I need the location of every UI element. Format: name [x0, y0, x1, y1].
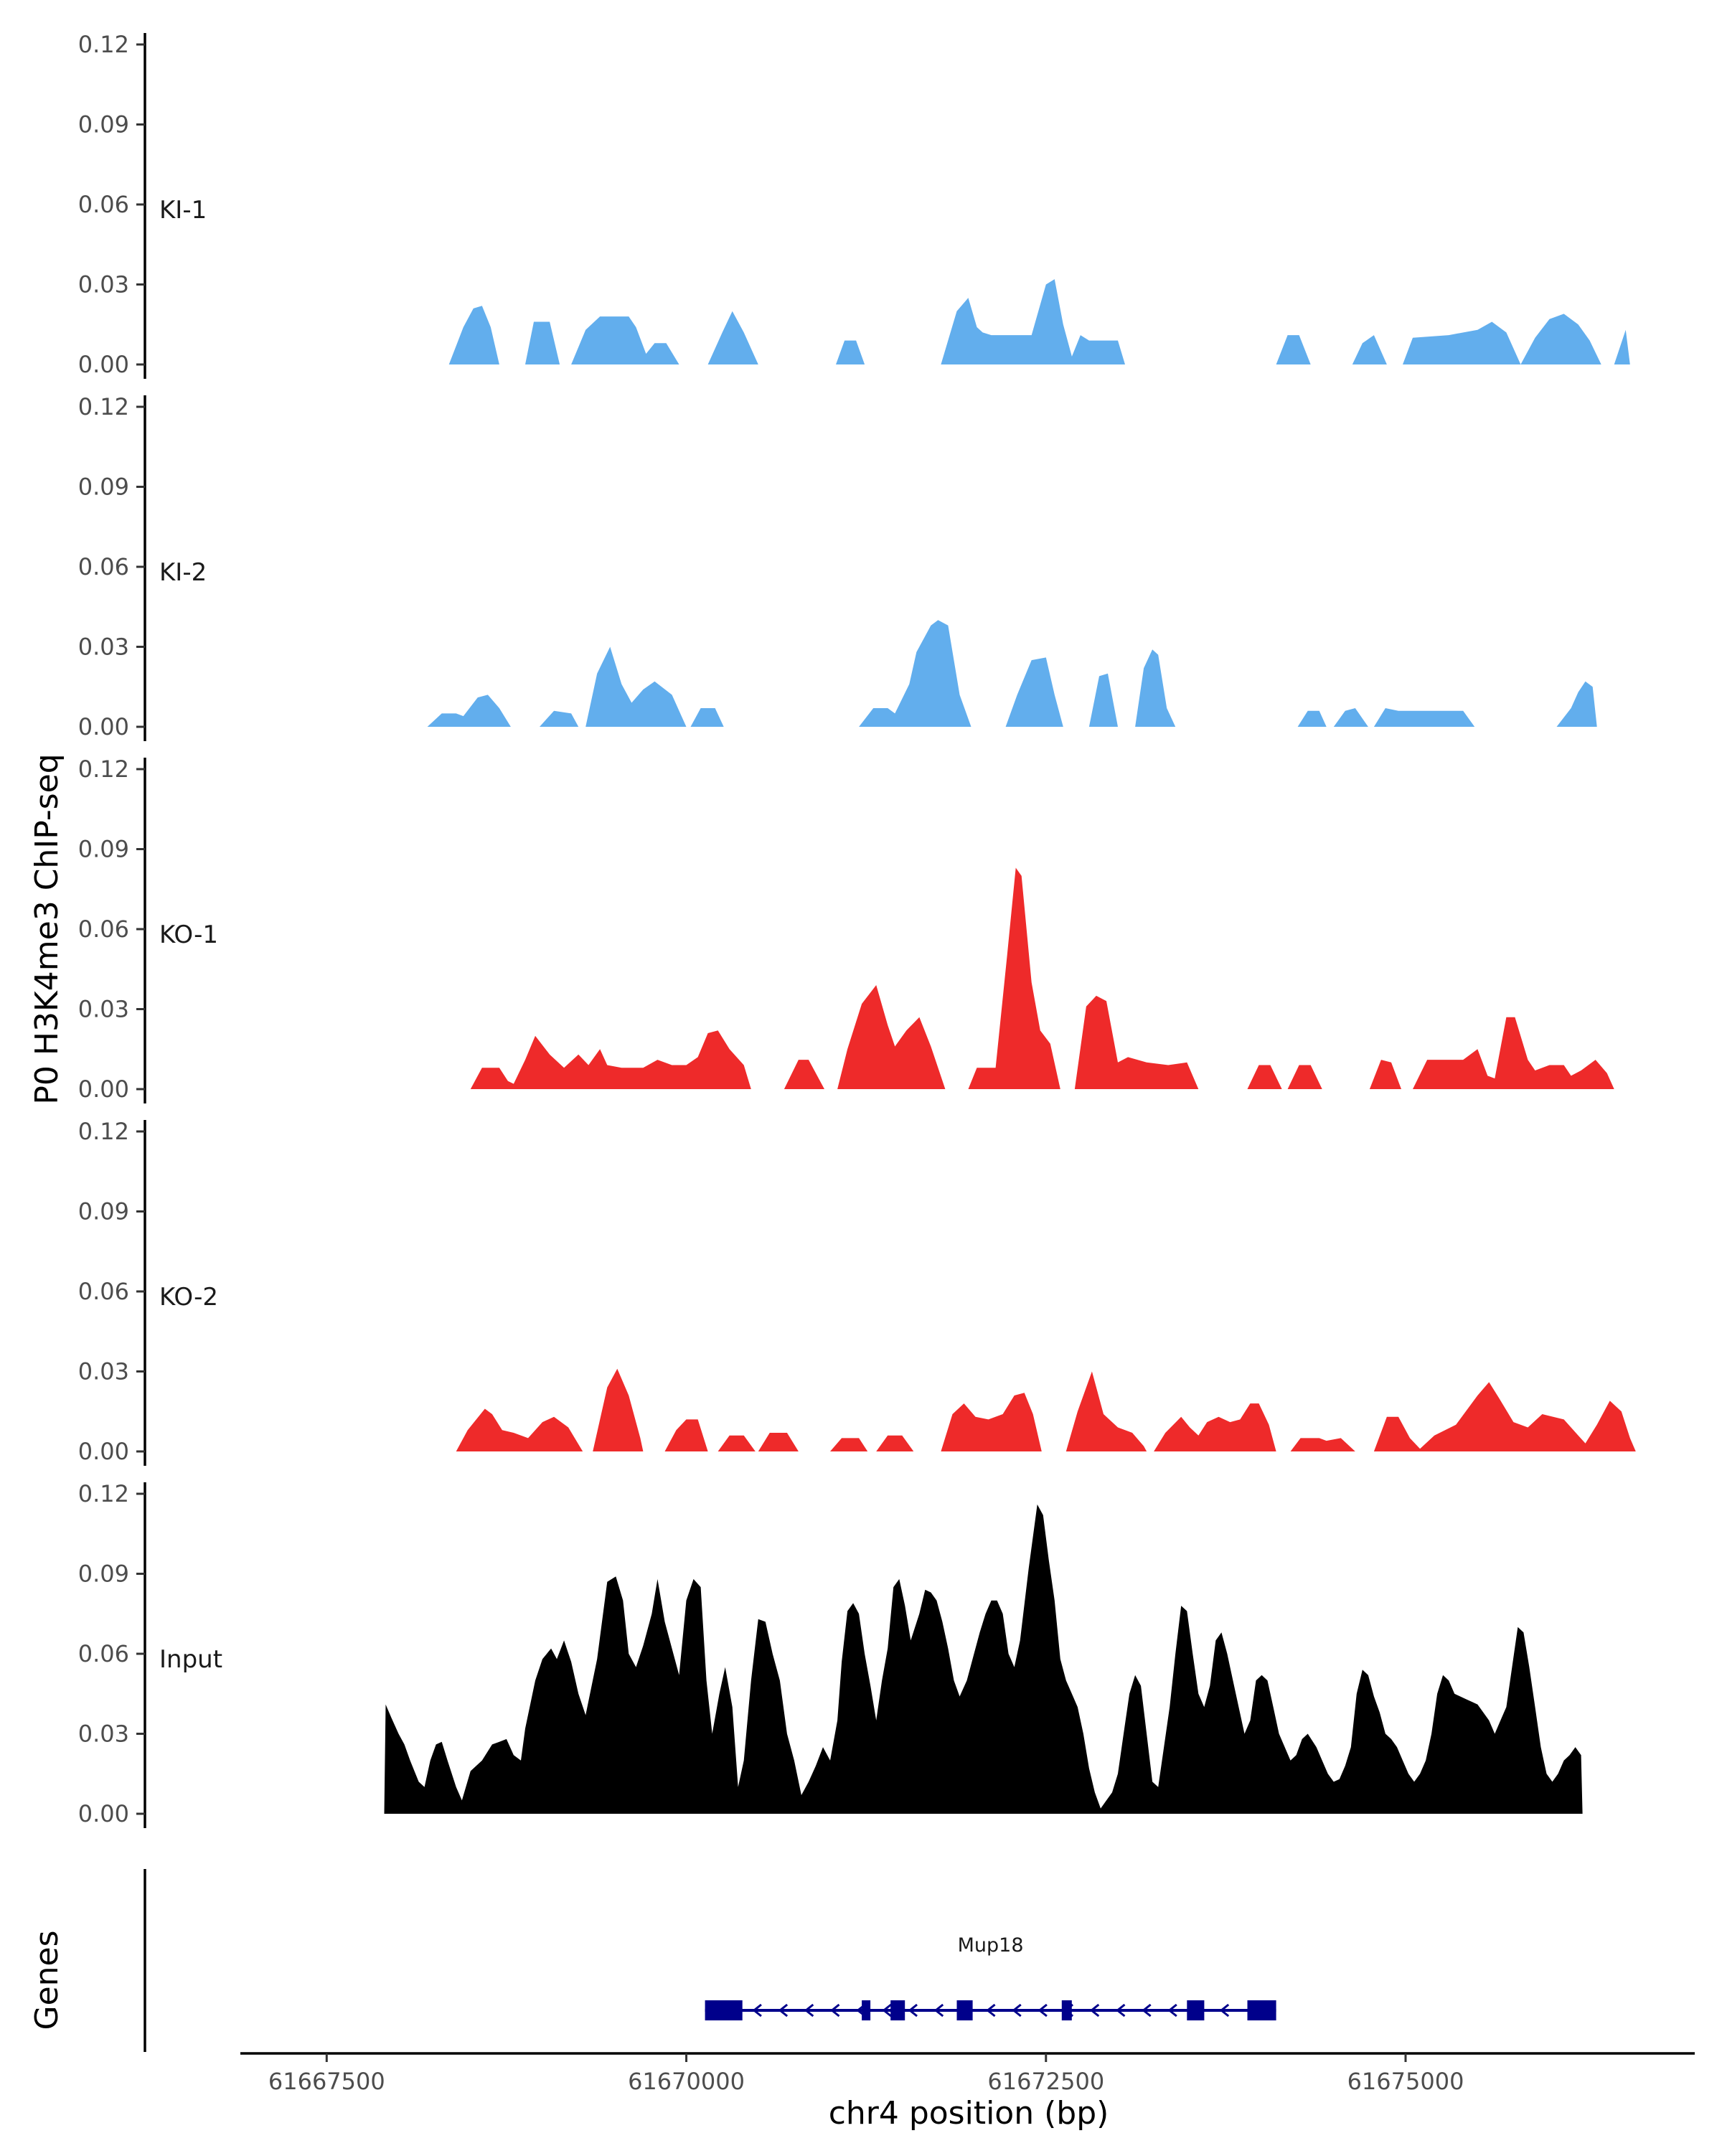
- genes-layer: Mup18: [144, 1869, 1276, 2052]
- strand-arrow: [1038, 2003, 1048, 2018]
- x-tick-label: 61675000: [1347, 2068, 1464, 2095]
- track-ko-2: 0.00 0.03 0.06 0.09 0.12 KO-2: [78, 1118, 1636, 1466]
- strand-arrow: [986, 2003, 996, 2018]
- track-ko-1: 0.00 0.03 0.06 0.09 0.12 KO-1: [78, 755, 1614, 1103]
- strand-arrow: [1012, 2003, 1022, 2018]
- x-axis: 61667500 61670000 61672500 61675000: [240, 2052, 1695, 2095]
- signal-area: [448, 279, 1630, 364]
- strand-arrow: [752, 2003, 762, 2018]
- x-tick-label: 61667500: [268, 2068, 385, 2095]
- y-tick-label: 0.00: [78, 1075, 129, 1103]
- track-label: KI-2: [159, 558, 207, 587]
- strand-arrow: [933, 2003, 944, 2018]
- y-tick-label: 0.06: [78, 915, 129, 943]
- track-label: KO-1: [159, 921, 218, 949]
- y-tick-label: 0.12: [78, 1118, 129, 1145]
- genes-axis-title: Genes: [29, 1930, 65, 2030]
- strand-arrow: [804, 2003, 814, 2018]
- y-axis-title: P0 H3K4me3 ChIP-seq: [29, 753, 65, 1104]
- x-tick-label: 61670000: [628, 2068, 745, 2095]
- y-tick-label: 0.03: [78, 634, 129, 661]
- strand-arrow: [1089, 2003, 1100, 2018]
- y-tick-label: 0.12: [78, 755, 129, 783]
- strand-arrow: [1142, 2003, 1152, 2018]
- y-tick-label: 0.12: [78, 393, 129, 420]
- y-tick-label: 0.00: [78, 351, 129, 378]
- gene-mup18: Mup18: [705, 1934, 1276, 2020]
- y-tick-label: 0.06: [78, 191, 129, 218]
- y-tick-label: 0.00: [78, 1438, 129, 1465]
- y-tick-label: 0.09: [78, 836, 129, 863]
- y-tick-label: 0.00: [78, 713, 129, 740]
- track-label: Input: [159, 1645, 222, 1674]
- y-tick-label: 0.03: [78, 1720, 129, 1748]
- track-ki-2: 0.00 0.03 0.06 0.09 0.12 KI-2: [78, 393, 1597, 741]
- strand-arrow: [830, 2003, 840, 2018]
- x-axis-title: chr4 position (bp): [829, 2095, 1109, 2132]
- y-tick-label: 0.06: [78, 1278, 129, 1305]
- track-label: KI-1: [159, 196, 207, 225]
- y-tick-label: 0.09: [78, 111, 129, 138]
- signal-area: [456, 1368, 1636, 1451]
- track-label: KO-2: [159, 1283, 218, 1312]
- gene-exon: [1247, 2000, 1276, 2020]
- y-tick-label: 0.03: [78, 271, 129, 298]
- strand-arrow: [778, 2003, 789, 2018]
- gene-exon: [956, 2000, 973, 2020]
- strand-arrow: [1219, 2003, 1230, 2018]
- y-tick-label: 0.00: [78, 1800, 129, 1827]
- gene-exon: [890, 2000, 905, 2020]
- strand-arrow: [882, 2003, 892, 2018]
- track-input: 0.00 0.03 0.06 0.09 0.12 Input: [78, 1480, 1583, 1828]
- signal-area: [470, 867, 1614, 1089]
- track-ki-1: 0.00 0.03 0.06 0.09 0.12 KI-1: [78, 31, 1630, 379]
- x-tick-label: 61672500: [987, 2068, 1104, 2095]
- strand-arrow: [1116, 2003, 1126, 2018]
- y-tick-label: 0.09: [78, 1560, 129, 1588]
- gene-exon: [705, 2000, 743, 2020]
- y-tick-label: 0.12: [78, 1480, 129, 1507]
- tracks-layer: 0.00 0.03 0.06 0.09 0.12 KI-1 0.00 0.03 0.06 0.09…: [78, 31, 1636, 1828]
- signal-area: [384, 1504, 1583, 1814]
- strand-arrow: [908, 2003, 918, 2018]
- y-tick-label: 0.12: [78, 31, 129, 58]
- gene-exon: [862, 2000, 871, 2020]
- gene-exon: [1187, 2000, 1205, 2020]
- signal-area: [427, 620, 1597, 727]
- y-tick-label: 0.03: [78, 1358, 129, 1385]
- gene-exon: [1061, 2000, 1072, 2020]
- y-tick-label: 0.03: [78, 996, 129, 1023]
- y-tick-label: 0.09: [78, 474, 129, 501]
- y-tick-label: 0.06: [78, 553, 129, 580]
- y-tick-label: 0.06: [78, 1640, 129, 1667]
- y-tick-label: 0.09: [78, 1198, 129, 1225]
- gene-label: Mup18: [958, 1934, 1024, 1957]
- strand-arrow: [1167, 2003, 1177, 2018]
